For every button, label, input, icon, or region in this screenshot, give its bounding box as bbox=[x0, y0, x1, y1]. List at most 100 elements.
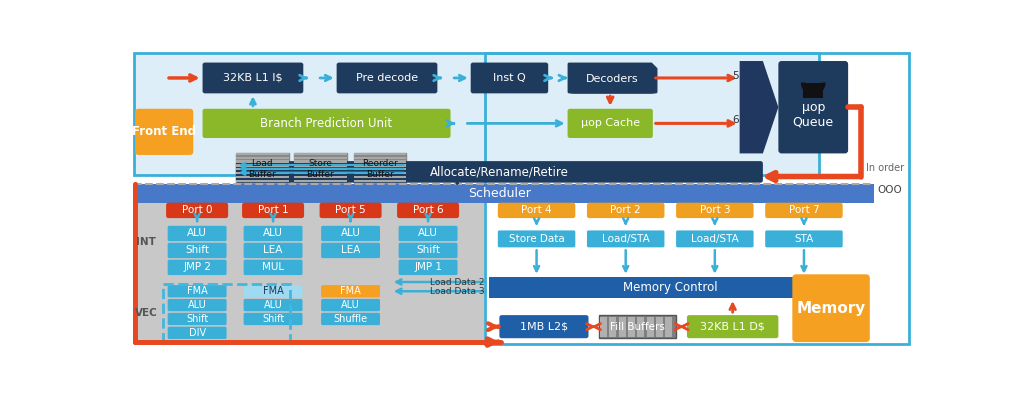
FancyBboxPatch shape bbox=[244, 243, 303, 258]
Text: Memory: Memory bbox=[797, 301, 866, 316]
Text: In order: In order bbox=[866, 163, 904, 173]
Bar bbox=[133, 282, 484, 343]
Bar bbox=[235, 172, 288, 174]
Bar bbox=[354, 176, 407, 178]
Text: ALU: ALU bbox=[264, 300, 282, 310]
Text: LEA: LEA bbox=[341, 246, 361, 255]
Bar bbox=[619, 317, 626, 337]
Bar bbox=[235, 152, 288, 155]
FancyBboxPatch shape bbox=[243, 203, 304, 218]
FancyBboxPatch shape bbox=[587, 203, 664, 218]
Text: Reorder
Buffer: Reorder Buffer bbox=[362, 159, 397, 178]
Text: Shuffle: Shuffle bbox=[333, 314, 368, 324]
FancyBboxPatch shape bbox=[321, 285, 380, 298]
Bar bbox=[600, 317, 607, 337]
FancyBboxPatch shape bbox=[168, 226, 226, 241]
Text: FMA: FMA bbox=[263, 286, 283, 296]
Text: ALU: ALU bbox=[341, 300, 360, 310]
Text: Port 0: Port 0 bbox=[181, 206, 212, 215]
Bar bbox=[133, 203, 484, 282]
Bar bbox=[354, 168, 407, 170]
Bar bbox=[294, 168, 346, 170]
FancyBboxPatch shape bbox=[136, 109, 194, 155]
Text: Port 7: Port 7 bbox=[789, 206, 819, 215]
Bar bbox=[485, 53, 909, 344]
Text: ALU: ALU bbox=[263, 228, 283, 239]
Polygon shape bbox=[740, 61, 779, 153]
Bar bbox=[354, 164, 407, 167]
FancyBboxPatch shape bbox=[398, 260, 458, 275]
Text: Store
Buffer: Store Buffer bbox=[307, 159, 334, 178]
Text: ALU: ALU bbox=[187, 228, 207, 239]
Text: Load Data 2: Load Data 2 bbox=[430, 277, 485, 286]
Text: MUL: MUL bbox=[262, 263, 284, 272]
Bar bbox=[294, 180, 346, 182]
Bar bbox=[235, 160, 288, 163]
Text: DIV: DIV bbox=[189, 328, 206, 338]
Bar bbox=[354, 160, 407, 163]
FancyBboxPatch shape bbox=[244, 226, 303, 241]
Bar bbox=[133, 53, 819, 175]
FancyBboxPatch shape bbox=[203, 109, 450, 138]
Text: μop Cache: μop Cache bbox=[581, 118, 640, 129]
Bar bbox=[294, 164, 346, 167]
Bar bbox=[235, 180, 288, 182]
FancyBboxPatch shape bbox=[397, 203, 460, 218]
Text: Scheduler: Scheduler bbox=[468, 187, 531, 200]
FancyBboxPatch shape bbox=[765, 230, 843, 247]
FancyBboxPatch shape bbox=[235, 161, 763, 183]
Bar bbox=[628, 317, 635, 337]
Bar bbox=[294, 152, 346, 155]
FancyBboxPatch shape bbox=[676, 203, 754, 218]
Bar bbox=[354, 152, 407, 155]
FancyBboxPatch shape bbox=[321, 243, 380, 258]
Bar bbox=[354, 152, 407, 185]
Bar bbox=[488, 277, 853, 298]
Bar bbox=[354, 156, 407, 159]
FancyBboxPatch shape bbox=[573, 67, 657, 94]
Text: FMA: FMA bbox=[340, 286, 361, 296]
Text: Pre decode: Pre decode bbox=[356, 73, 418, 83]
Bar bbox=[647, 317, 653, 337]
Bar bbox=[354, 172, 407, 174]
Text: Branch Prediction Unit: Branch Prediction Unit bbox=[261, 117, 392, 130]
FancyBboxPatch shape bbox=[336, 62, 437, 94]
FancyBboxPatch shape bbox=[398, 226, 458, 241]
FancyBboxPatch shape bbox=[244, 299, 303, 311]
Text: Fill Buffers: Fill Buffers bbox=[610, 321, 664, 332]
Bar bbox=[637, 317, 644, 337]
Text: VEC: VEC bbox=[135, 308, 157, 318]
Text: Port 2: Port 2 bbox=[610, 206, 641, 215]
Text: OOO: OOO bbox=[877, 185, 903, 195]
FancyBboxPatch shape bbox=[571, 66, 656, 94]
Text: Port 3: Port 3 bbox=[699, 206, 731, 215]
FancyBboxPatch shape bbox=[398, 243, 458, 258]
Text: Load/STA: Load/STA bbox=[602, 234, 649, 244]
FancyBboxPatch shape bbox=[168, 327, 226, 339]
FancyBboxPatch shape bbox=[498, 230, 576, 247]
Bar bbox=[235, 176, 288, 178]
Text: μop
Queue: μop Queue bbox=[793, 101, 834, 129]
Text: Store Data: Store Data bbox=[508, 234, 565, 244]
FancyBboxPatch shape bbox=[568, 109, 653, 138]
FancyBboxPatch shape bbox=[168, 313, 226, 325]
Text: Port 1: Port 1 bbox=[258, 206, 288, 215]
FancyBboxPatch shape bbox=[244, 260, 303, 275]
Text: Load Data 3: Load Data 3 bbox=[430, 287, 485, 296]
Polygon shape bbox=[801, 83, 825, 95]
FancyBboxPatch shape bbox=[779, 61, 848, 153]
Text: Port 4: Port 4 bbox=[522, 206, 552, 215]
FancyBboxPatch shape bbox=[203, 62, 304, 94]
Bar bbox=[235, 152, 288, 185]
Text: Decoders: Decoders bbox=[586, 75, 639, 84]
Text: Load/STA: Load/STA bbox=[691, 234, 739, 244]
Bar bbox=[235, 168, 288, 170]
Text: Port 6: Port 6 bbox=[413, 206, 443, 215]
Text: Load
Buffer: Load Buffer bbox=[249, 159, 276, 178]
FancyBboxPatch shape bbox=[687, 315, 779, 338]
Bar bbox=[133, 184, 873, 203]
Text: 6: 6 bbox=[733, 115, 739, 125]
Bar bbox=[235, 164, 288, 167]
Text: Shift: Shift bbox=[185, 246, 209, 255]
FancyBboxPatch shape bbox=[320, 203, 381, 218]
